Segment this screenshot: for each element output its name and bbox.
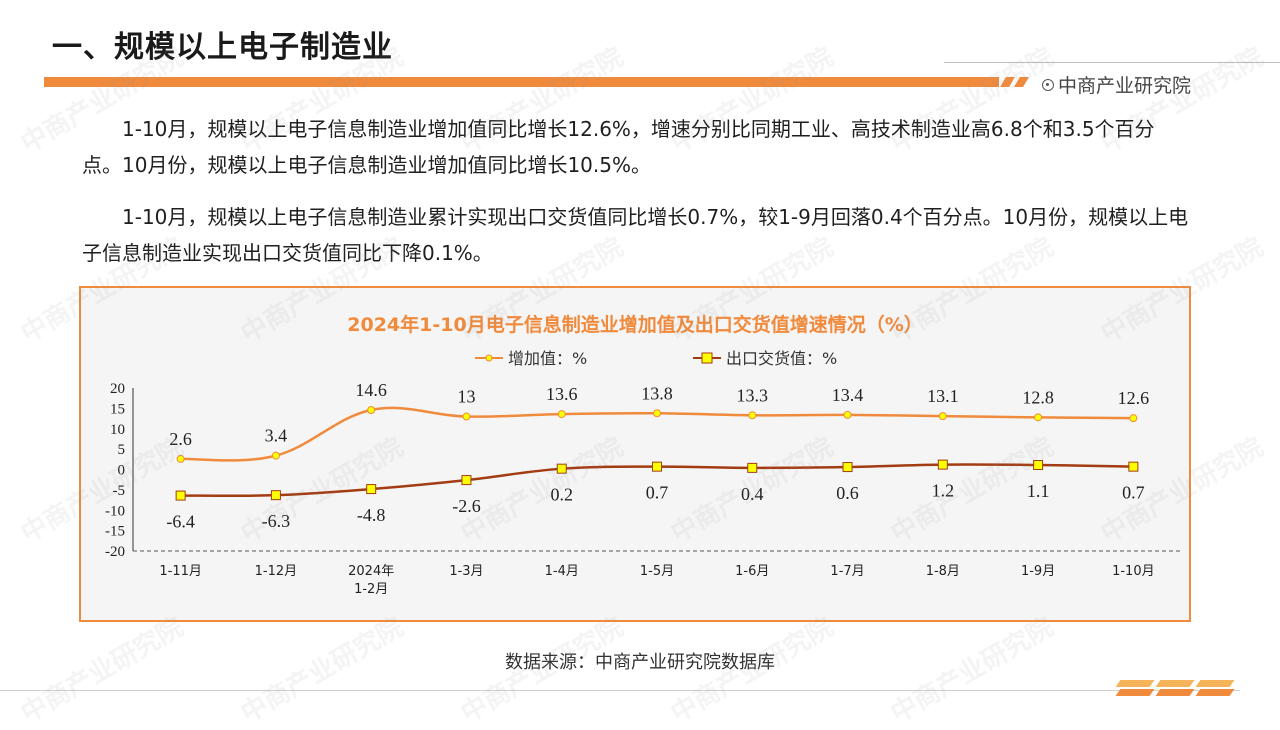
series-point-export <box>1033 460 1044 471</box>
data-label-export: 1.1 <box>1027 481 1050 501</box>
data-label-export: -6.3 <box>262 511 291 531</box>
legend-marker-series-2 <box>701 352 713 364</box>
brand-text: 中商产业研究院 <box>1058 75 1192 97</box>
legend-label-series-2: 出口交货值：% <box>726 349 837 368</box>
title-thin-line <box>944 62 1280 63</box>
paragraph-2: 1-10月，规模以上电子信息制造业累计实现出口交货值同比增长0.7%，较1-9月… <box>82 205 1189 265</box>
legend-marker-series-1 <box>485 354 493 362</box>
series-point-export <box>937 459 948 470</box>
series-point-increase <box>843 410 852 419</box>
page-title: 一、规模以上电子制造业 <box>52 30 393 65</box>
chart-svg: 2024年1-10月电子信息制造业增加值及出口交货值增速情况（%） 增加值：% … <box>105 313 1181 597</box>
x-tick-label: 1-7月 <box>830 564 864 579</box>
x-tick-label: 1-6月 <box>735 564 769 579</box>
y-tick-label: 5 <box>118 442 126 458</box>
x-tick-label: 1-3月 <box>449 564 483 579</box>
chart-axes: 20 15 10 5 0 -5 -10 -15 -20 1-11月 1-12月 2024年 1-2月 1-… <box>105 381 1181 597</box>
y-tick-label: 15 <box>110 401 125 417</box>
target-icon <box>1042 78 1054 91</box>
data-label-export: 0.6 <box>836 483 859 503</box>
series-point-export <box>366 484 377 495</box>
data-label-increase: 13.1 <box>927 386 959 406</box>
data-label-increase: 13.8 <box>641 383 673 403</box>
series-point-increase <box>271 451 280 460</box>
data-label-export: 1.2 <box>932 481 955 501</box>
series-point-export <box>1128 461 1139 472</box>
y-tick-label: -20 <box>105 544 125 560</box>
data-label-increase: 13 <box>457 387 475 407</box>
series-point-increase <box>748 411 757 420</box>
data-label-increase: 3.4 <box>265 426 288 446</box>
data-label-export: 0.4 <box>741 484 764 504</box>
series-point-increase <box>176 454 185 463</box>
bottom-divider <box>0 690 1240 691</box>
y-tick-label: -5 <box>113 483 126 499</box>
data-label-increase: 13.6 <box>546 384 578 404</box>
data-label-increase: 14.6 <box>355 380 387 400</box>
series-point-increase <box>557 410 566 419</box>
data-source: 数据来源：中商产业研究院数据库 <box>505 652 775 673</box>
series-point-export <box>842 462 853 473</box>
data-label-export: 0.7 <box>1122 483 1145 503</box>
chart-title: 2024年1-10月电子信息制造业增加值及出口交货值增速情况（%） <box>347 313 922 336</box>
x-tick-label: 2024年 1-2月 <box>348 564 394 597</box>
legend-label-series-1: 增加值：% <box>508 349 587 368</box>
data-label-increase: 12.6 <box>1118 388 1150 408</box>
series-point-export <box>652 461 662 472</box>
series-point-export <box>556 463 567 474</box>
x-tick-label: 1-12月 <box>255 564 298 579</box>
x-tick-label: 1-9月 <box>1021 564 1055 579</box>
data-label-increase: 13.4 <box>832 385 864 405</box>
x-tick-label: 1-11月 <box>159 564 202 579</box>
series-point-increase <box>462 412 471 421</box>
data-label-increase: 12.8 <box>1022 387 1053 407</box>
brand-label: 中商产业研究院 <box>1042 71 1191 98</box>
y-tick-label: -10 <box>105 503 125 519</box>
series-point-export <box>270 490 281 501</box>
series-point-increase <box>1129 414 1138 423</box>
y-tick-label: 20 <box>110 381 125 397</box>
series-point-increase <box>1034 413 1043 422</box>
series-point-export <box>175 490 186 501</box>
chart-series: 2.6 3.4 14.6 13 13.6 13.8 13.3 13.4 13.1 12.8 12.6… <box>166 380 1149 532</box>
data-label-export: 0.2 <box>550 485 573 505</box>
x-tick-label: 1-4月 <box>545 564 579 579</box>
x-tick-label: 1-8月 <box>926 564 960 579</box>
paragraph-1: 1-10月，规模以上电子信息制造业增加值同比增长12.6%，增速分别比同期工业、… <box>82 117 1155 177</box>
data-label-increase: 2.6 <box>169 429 192 449</box>
series-point-increase <box>653 409 661 418</box>
y-tick-label: 10 <box>110 422 125 438</box>
series-point-increase <box>938 412 947 421</box>
data-label-increase: 13.3 <box>737 385 769 405</box>
title-underline <box>44 77 999 87</box>
series-point-increase <box>367 406 376 415</box>
chart-legend: 增加值：% 出口交货值：% <box>475 349 837 368</box>
y-tick-label: 0 <box>118 463 126 479</box>
series-point-export <box>461 475 472 486</box>
data-label-export: 0.7 <box>646 483 669 503</box>
chart-panel: 2024年1-10月电子信息制造业增加值及出口交货值增速情况（%） 增加值：% … <box>79 286 1191 622</box>
series-point-export <box>747 462 758 473</box>
data-label-export: -2.6 <box>452 496 481 516</box>
x-tick-label: 1-5月 <box>640 564 674 579</box>
y-tick-label: -15 <box>105 524 125 540</box>
data-label-export: -6.4 <box>166 512 195 532</box>
x-tick-label: 1-10月 <box>1112 564 1155 579</box>
data-label-export: -4.8 <box>357 505 386 525</box>
